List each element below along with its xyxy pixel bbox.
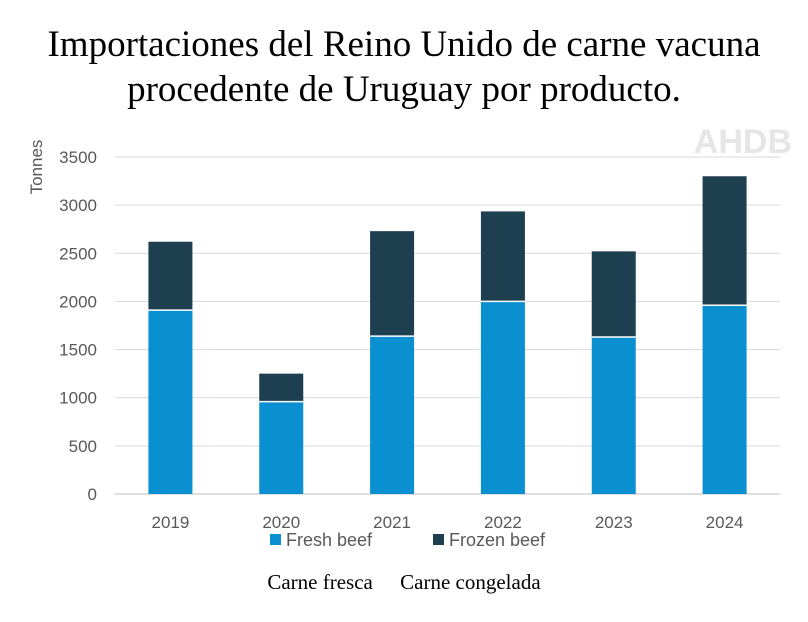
y-tick-label: 1000 xyxy=(59,389,97,408)
caption-fresh: Carne fresca xyxy=(267,570,373,594)
bar-frozen-beef-2021 xyxy=(370,231,415,337)
y-axis-label: Tonnes xyxy=(27,140,46,195)
caption-frozen: Carne congelada xyxy=(400,570,541,594)
legend-label-fresh-beef: Fresh beef xyxy=(286,530,373,550)
bar-fresh-beef-2024 xyxy=(702,305,747,494)
x-tick-label: 2019 xyxy=(152,513,190,532)
x-tick-label: 2020 xyxy=(262,513,300,532)
spanish-caption: Carne fresca Carne congelada xyxy=(0,570,808,595)
x-axis-ticks: 2019 2020 2021 2022 2023 2024 xyxy=(152,513,744,532)
bar-fresh-beef-2019 xyxy=(148,310,193,494)
chart-title-line-2: procedente de Uruguay por producto. xyxy=(127,69,681,110)
bars xyxy=(148,176,747,494)
chart-title-line-1: Importaciones del Reino Unido de carne v… xyxy=(47,24,761,65)
bar-fresh-beef-2023 xyxy=(591,337,636,494)
y-tick-label: 2000 xyxy=(59,292,97,311)
y-tick-label: 1500 xyxy=(59,341,97,360)
y-tick-label: 0 xyxy=(88,485,97,504)
legend: Fresh beef Frozen beef xyxy=(270,530,546,550)
y-tick-label: 3000 xyxy=(59,196,97,215)
y-tick-label: 2500 xyxy=(59,244,97,263)
chart-title: Importaciones del Reino Unido de carne v… xyxy=(0,22,808,112)
bar-fresh-beef-2022 xyxy=(480,301,525,494)
bar-frozen-beef-2023 xyxy=(591,251,636,338)
legend-swatch-frozen-beef xyxy=(433,534,444,545)
y-axis-ticks: 0 500 1000 1500 2000 2500 3000 3500 xyxy=(59,148,97,504)
x-tick-label: 2022 xyxy=(484,513,522,532)
ahdb-logo: AHDB xyxy=(694,123,792,161)
bar-frozen-beef-2024 xyxy=(702,176,747,306)
y-tick-label: 500 xyxy=(69,437,97,456)
legend-swatch-fresh-beef xyxy=(270,534,281,545)
bar-fresh-beef-2021 xyxy=(370,336,415,494)
bar-frozen-beef-2020 xyxy=(259,373,304,402)
x-tick-label: 2024 xyxy=(706,513,744,532)
bar-frozen-beef-2019 xyxy=(148,241,193,311)
x-tick-label: 2023 xyxy=(595,513,633,532)
bar-fresh-beef-2020 xyxy=(259,401,304,494)
bar-frozen-beef-2022 xyxy=(480,211,525,302)
gridlines xyxy=(115,156,780,495)
x-tick-label: 2021 xyxy=(373,513,411,532)
y-tick-label: 3500 xyxy=(59,148,97,167)
legend-label-frozen-beef: Frozen beef xyxy=(449,530,546,550)
